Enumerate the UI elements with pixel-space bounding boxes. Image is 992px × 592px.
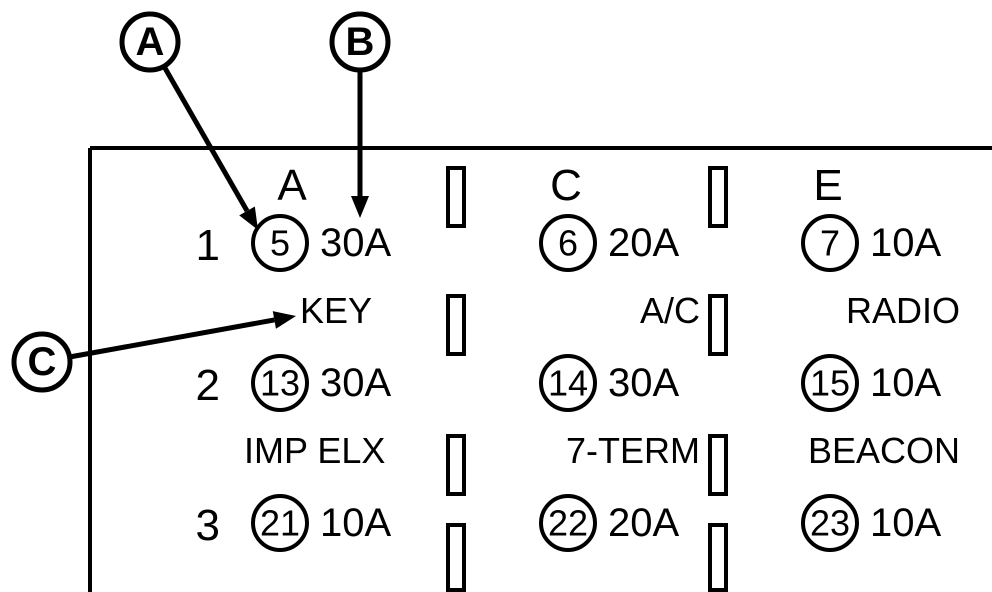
column-header-c: C bbox=[550, 161, 582, 210]
fuse-number-6: 6 bbox=[558, 223, 578, 264]
fuse-amp-13: 30A bbox=[320, 361, 391, 405]
fuse-number-7: 7 bbox=[820, 223, 840, 264]
callout-arrowhead-c bbox=[273, 311, 296, 329]
slot-s42 bbox=[710, 525, 726, 590]
fuse-name-15: BEACON bbox=[808, 430, 960, 471]
fuse-amp-15: 10A bbox=[870, 361, 941, 405]
fuse-amp-5: 30A bbox=[320, 221, 391, 265]
column-header-e: E bbox=[813, 161, 842, 210]
slot-s22 bbox=[710, 296, 726, 354]
slot-s41 bbox=[448, 525, 464, 590]
fuse-name-6: A/C bbox=[640, 290, 700, 331]
fuse-amp-14: 30A bbox=[608, 361, 679, 405]
fuse-name-5: KEY bbox=[300, 290, 372, 331]
callout-arrowhead-b bbox=[351, 196, 369, 218]
slot-s32 bbox=[710, 436, 726, 494]
callout-label-a: A bbox=[136, 20, 165, 64]
fuse-amp-21: 10A bbox=[320, 501, 391, 545]
slot-s31 bbox=[448, 436, 464, 494]
fuse-name-14: 7-TERM bbox=[566, 430, 700, 471]
fuse-number-15: 15 bbox=[810, 363, 850, 404]
row-header-3: 3 bbox=[196, 501, 220, 550]
fuse-number-14: 14 bbox=[548, 363, 588, 404]
fuse-number-22: 22 bbox=[548, 503, 588, 544]
fuse-amp-6: 20A bbox=[608, 221, 679, 265]
fuse-amp-22: 20A bbox=[608, 501, 679, 545]
slot-s11 bbox=[448, 168, 464, 226]
fuse-amp-7: 10A bbox=[870, 221, 941, 265]
slot-s12 bbox=[710, 168, 726, 226]
row-header-1: 1 bbox=[196, 221, 220, 270]
fuse-name-7: RADIO bbox=[846, 290, 960, 331]
fuse-number-21: 21 bbox=[260, 503, 300, 544]
row-header-2: 2 bbox=[196, 361, 220, 410]
callout-arrow-line-c bbox=[70, 320, 275, 357]
slot-s21 bbox=[448, 296, 464, 354]
callout-label-b: B bbox=[346, 20, 375, 64]
fuse-number-23: 23 bbox=[810, 503, 850, 544]
fuse-amp-23: 10A bbox=[870, 501, 941, 545]
callout-label-c: C bbox=[28, 340, 57, 384]
fuse-name-13: IMP ELX bbox=[244, 430, 385, 471]
fuse-number-5: 5 bbox=[270, 223, 290, 264]
column-header-a: A bbox=[277, 161, 307, 210]
callout-arrow-line-a bbox=[164, 66, 247, 211]
fuse-number-13: 13 bbox=[260, 363, 300, 404]
